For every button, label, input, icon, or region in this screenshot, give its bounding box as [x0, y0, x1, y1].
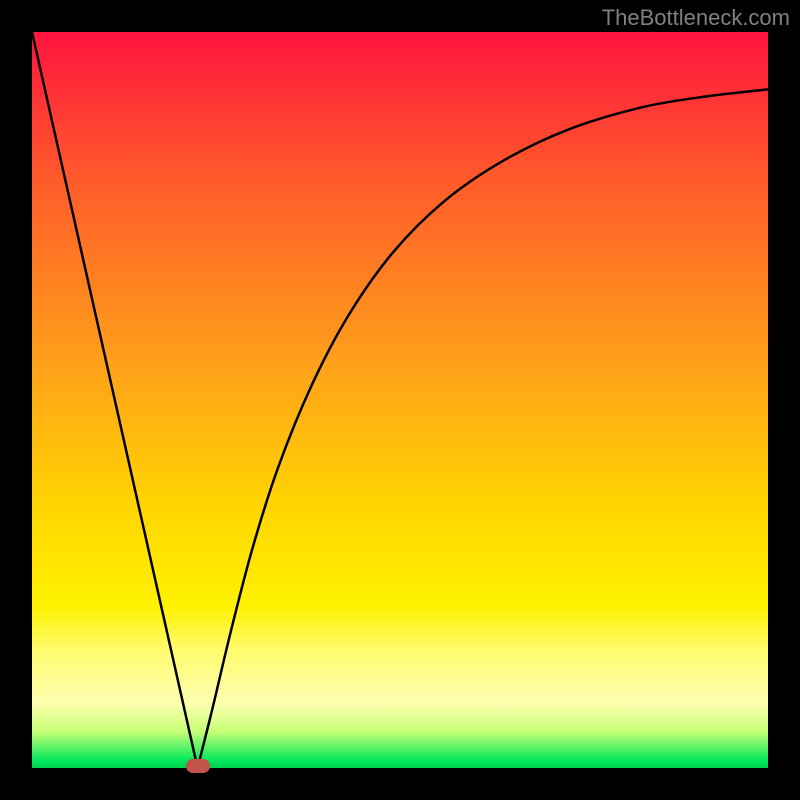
watermark-text: TheBottleneck.com [602, 5, 790, 31]
chart-container: TheBottleneck.com [0, 0, 800, 800]
curve-overlay [32, 32, 768, 768]
v-curve-line [32, 32, 768, 768]
plot-area [32, 32, 768, 768]
minimum-marker [186, 759, 210, 773]
